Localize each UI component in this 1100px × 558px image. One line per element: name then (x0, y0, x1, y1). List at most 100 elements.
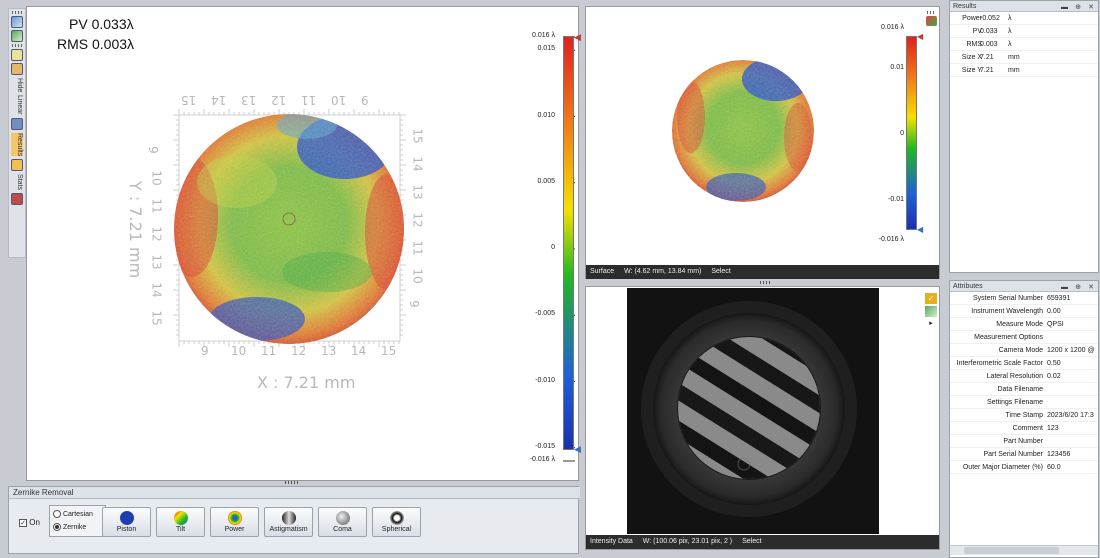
attributes-horizontal-scrollbar[interactable] (950, 545, 1098, 555)
colorbar-tick-label: -0.016 λ (529, 456, 555, 463)
power-icon (227, 511, 242, 525)
y-tick-label-right: 15 (410, 128, 425, 144)
results-list: Power -0.052 λ PV 0.033 λ RMS 0.003 λ Size … (950, 12, 1098, 77)
mode-cartesian[interactable]: Cartesian (53, 508, 102, 521)
check-icon[interactable]: ✓ (925, 293, 937, 304)
export-icon[interactable] (11, 193, 23, 206)
result-value: 7.21 (980, 54, 994, 61)
checkbox-check-icon[interactable]: ✓ (19, 518, 27, 527)
colorbar-min-handle[interactable]: ◀ (574, 444, 581, 454)
pin-icon[interactable]: ⊕ (1075, 284, 1081, 291)
minimize-icon[interactable]: ▬ (1061, 284, 1068, 291)
radio-zernike[interactable] (53, 523, 61, 532)
surface-colorbar-min-handle[interactable]: ◀ (917, 225, 924, 234)
intensity-status-bar: Intensity Data W: (100.06 pix, 23.01 pix… (586, 535, 939, 549)
toolbar-item-stats[interactable]: Stats (16, 174, 23, 191)
result-value: 0.033 (980, 28, 998, 35)
toolbar-grip[interactable] (12, 44, 22, 47)
result-value: -0.052 (980, 15, 1000, 22)
grid-icon[interactable] (11, 49, 23, 61)
attributes-title-bar: Attributes ▬ ⊕ ✕ (950, 281, 1098, 292)
status-view-name: Intensity Data (590, 538, 633, 545)
status-select[interactable]: Select (711, 268, 731, 275)
attribute-row: Instrument Wavelength 0.00 (950, 305, 1098, 318)
spherical-button[interactable]: Spherical (372, 507, 421, 537)
x-tick-label: 9 (201, 344, 209, 358)
attribute-row: Data Filename (950, 383, 1098, 396)
astigmatism-icon (281, 511, 296, 525)
intensity-image[interactable] (627, 288, 879, 534)
surface-2d-view[interactable]: PV 0.033λ RMS 0.003λ 9 10 11 12 13 14 15 15 14 1… (26, 6, 579, 481)
coma-icon (335, 511, 350, 525)
attribute-row: Measurement Options (950, 331, 1098, 344)
attribute-value: 0.50 (1047, 360, 1061, 367)
results-title-bar: Results ▬ ⊕ ✕ (950, 1, 1098, 12)
surface-map[interactable] (27, 7, 580, 482)
pv-readout: PV 0.033λ (69, 16, 134, 32)
y-tick-label-right: 9 (406, 300, 421, 308)
surface-thumb-map[interactable] (586, 7, 941, 266)
view-3d-icon[interactable] (11, 16, 23, 28)
attribute-row: Outer Major Diameter (%) 60.0 (950, 461, 1098, 474)
tilt-button[interactable]: Tilt (156, 507, 205, 537)
palette-icon[interactable] (925, 16, 937, 26)
stats-icon[interactable] (11, 159, 23, 172)
colorbar (563, 36, 574, 450)
colorbar-tick-label: -0.005 (535, 310, 555, 318)
coma-button[interactable]: Coma (318, 507, 367, 537)
colorbar-max-handle[interactable]: ◀ (574, 32, 581, 42)
attributes-panel: Attributes ▬ ⊕ ✕ System Serial Number 65… (949, 280, 1099, 558)
y-tick-label: 13 (149, 254, 164, 270)
toolbar-grip[interactable] (12, 11, 22, 14)
result-key: Power (962, 15, 982, 22)
x-tick-label: 13 (321, 344, 337, 358)
results-title: Results (953, 3, 977, 10)
zernike-on-label: On (29, 518, 40, 527)
piston-button[interactable]: Piston (102, 507, 151, 537)
image-icon[interactable] (11, 63, 23, 75)
mode-zernike[interactable]: Zernike (53, 521, 102, 534)
x-tick-label: 11 (261, 344, 277, 358)
view-2d-icon[interactable] (11, 30, 23, 42)
power-button[interactable]: Power (210, 507, 259, 537)
surface-colorbar-max-handle[interactable]: ◀ (917, 32, 924, 41)
toolbar-grip[interactable] (927, 11, 935, 14)
y-tick-label: 12 (149, 226, 164, 242)
scrollbar-thumb[interactable] (964, 547, 1059, 554)
status-cursor-readout: W: (4.62 mm, 13.84 mm) (624, 268, 702, 275)
status-select[interactable]: Select (742, 538, 762, 545)
zernike-title-bar (9, 487, 580, 499)
splitter-grip[interactable] (285, 481, 299, 484)
intensity-view-tools: ✓ ▸ (924, 291, 938, 331)
toolbar-item-linear[interactable]: Linear (16, 95, 23, 115)
menu-arrow-icon[interactable]: ▸ (929, 320, 933, 327)
toolbar-item-results[interactable]: Results (11, 132, 23, 157)
astigmatism-button[interactable]: Astigmatism (264, 507, 313, 537)
surface-view[interactable]: 0.016 λ 0.01 0 -0.01 -0.016 λ Surface W: (4.… (585, 6, 940, 279)
minimize-icon[interactable]: ▬ (1061, 4, 1068, 11)
toolbar-item-hide[interactable]: Hide (16, 78, 23, 93)
y-tick-label-right: 13 (410, 184, 425, 200)
y-tick-label: 15 (149, 310, 164, 326)
zernike-on-checkbox[interactable]: ✓ On (19, 518, 40, 527)
x-tick-label: 15 (381, 344, 397, 358)
results-row: RMS 0.003 λ (950, 38, 1098, 51)
result-unit: λ (1008, 28, 1012, 35)
results-icon[interactable] (11, 117, 23, 130)
coma-label: Coma (333, 526, 352, 533)
x-tick-label-top: 9 (361, 93, 369, 107)
attribute-row: Part Serial Number 123456 (950, 448, 1098, 461)
result-unit: λ (1008, 15, 1012, 22)
y-tick-label-right: 10 (410, 268, 425, 284)
result-unit: mm (1008, 67, 1020, 74)
radio-cartesian[interactable] (53, 510, 61, 519)
attribute-key: Interferometric Scale Factor (956, 360, 1043, 367)
tilt-label: Tilt (175, 526, 186, 533)
close-icon[interactable]: ✕ (1088, 4, 1094, 11)
attribute-key: Outer Major Diameter (%) (962, 464, 1043, 471)
splitter-grip[interactable] (760, 281, 772, 284)
pin-icon[interactable]: ⊕ (1075, 4, 1081, 11)
grid-view-icon[interactable] (925, 306, 937, 317)
piston-label: Piston (116, 526, 137, 533)
close-icon[interactable]: ✕ (1088, 284, 1094, 291)
